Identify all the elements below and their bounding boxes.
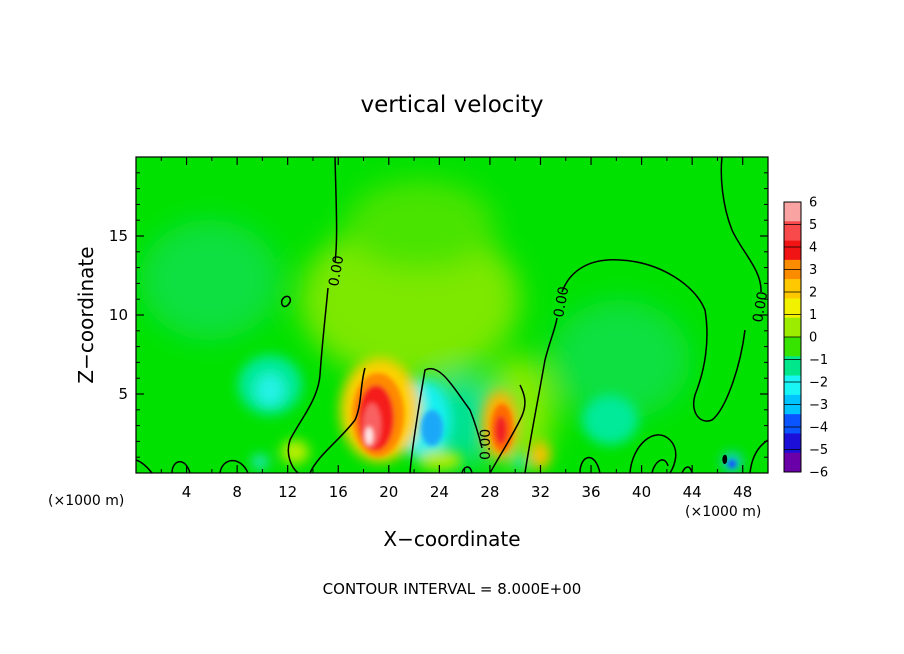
- updraft-peak: [365, 427, 373, 445]
- y-axis-title: Z−coordinate: [74, 246, 98, 383]
- colorbar-swatch: [784, 317, 801, 338]
- contour-line: [489, 384, 526, 473]
- colorbar-swatch: [784, 221, 801, 241]
- colorbar-label: −6: [809, 466, 828, 481]
- chart-title: vertical velocity: [361, 92, 544, 118]
- x-tick-label: 16: [329, 483, 348, 501]
- downdraft-core: [421, 410, 443, 446]
- downdraft-cell: [512, 454, 528, 470]
- colorbar-label: 0: [809, 331, 817, 346]
- colorbar-swatch: [784, 356, 801, 376]
- x-tick-label: 12: [278, 483, 297, 501]
- x-tick-label: 24: [430, 483, 449, 501]
- colorbar-label: −5: [809, 443, 828, 458]
- colorbar-label: −3: [809, 398, 828, 413]
- y-tick-label: 15: [109, 227, 128, 245]
- x-tick-label: 48: [733, 483, 752, 501]
- x-tick-label: 28: [480, 483, 499, 501]
- updraft-cell: [281, 440, 309, 464]
- downdraft-cell: [252, 455, 268, 469]
- updraft-core: [495, 416, 507, 444]
- colorbar-label: −1: [809, 353, 828, 368]
- contour-line: [524, 317, 558, 473]
- colorbar-swatch: [784, 452, 801, 473]
- heatmap-field: [136, 157, 768, 473]
- colorbar-swatch: [784, 240, 801, 261]
- region-weak-updraft: [345, 180, 495, 270]
- contour-line: [561, 259, 746, 422]
- contour-line: [171, 461, 191, 473]
- region-weak-downdraft: [140, 220, 280, 340]
- colorbar: 6 5 4 3 2 1 0 −1 −2 −3 −4 −5 −6: [783, 196, 828, 481]
- colorbar-swatch: [784, 298, 801, 319]
- contour-line: [651, 459, 669, 473]
- contour-line: [280, 295, 292, 308]
- contour-label: 0.00: [551, 285, 572, 318]
- contour-line: [334, 157, 338, 263]
- colorbar-label: 5: [809, 218, 817, 233]
- contour-interval-note: CONTOUR INTERVAL = 8.000E+00: [323, 580, 582, 598]
- contour-line: [461, 466, 473, 473]
- downdraft-core: [728, 460, 736, 468]
- colorbar-swatch: [784, 279, 801, 299]
- downdraft-core: [256, 374, 284, 406]
- y-tick-label: 5: [118, 385, 128, 403]
- region-weak-downdraft: [550, 300, 690, 420]
- contour-line: [629, 434, 677, 473]
- contour-label: 0.00: [326, 254, 347, 287]
- x-tick-label: 36: [581, 483, 600, 501]
- x-units-left: (×1000 m): [48, 493, 124, 509]
- contour-line: [309, 367, 366, 473]
- colorbar-label: 6: [809, 196, 817, 211]
- x-tick-label: 32: [531, 483, 550, 501]
- updraft-cell: [530, 441, 550, 469]
- colorbar-label: −4: [809, 421, 828, 436]
- zero-contours: [136, 157, 768, 473]
- colorbar-label: 1: [809, 308, 817, 323]
- colorbar-label: −2: [809, 376, 828, 391]
- colorbar-swatch: [784, 337, 801, 357]
- colorbar-swatch: [784, 433, 801, 454]
- contour-line: [219, 459, 249, 473]
- colorbar-swatch: [784, 414, 801, 434]
- contour-line: [720, 157, 762, 293]
- updraft-cell: [418, 450, 462, 470]
- y-axis: 5 10 15: [109, 172, 768, 458]
- contour-line: [681, 466, 693, 473]
- contour-label: 0.00: [478, 429, 494, 460]
- x-tick-label: 44: [683, 483, 702, 501]
- colorbar-label: 2: [809, 286, 817, 301]
- colorbar-label: 4: [809, 241, 817, 256]
- contour-line: [579, 456, 601, 473]
- downdraft-cell: [582, 395, 638, 445]
- colorbar-swatch: [784, 375, 801, 396]
- contour-line: [409, 367, 483, 473]
- x-units-right: (×1000 m): [685, 504, 761, 520]
- colorbar-label: 3: [809, 263, 817, 278]
- contour-line: [136, 459, 153, 473]
- colorbar-swatch: [784, 202, 801, 222]
- x-tick-label: 40: [632, 483, 651, 501]
- contour-line: [287, 287, 329, 473]
- x-tick-label: 20: [379, 483, 398, 501]
- x-axis-title: X−coordinate: [383, 527, 520, 551]
- x-tick-label: 4: [182, 483, 192, 501]
- contour-line: [722, 454, 728, 465]
- y-tick-label: 10: [109, 306, 128, 324]
- x-axis: 4 8 12 16 20 24 28 32 36 40 44 48: [160, 157, 752, 501]
- x-tick-label: 8: [232, 483, 242, 501]
